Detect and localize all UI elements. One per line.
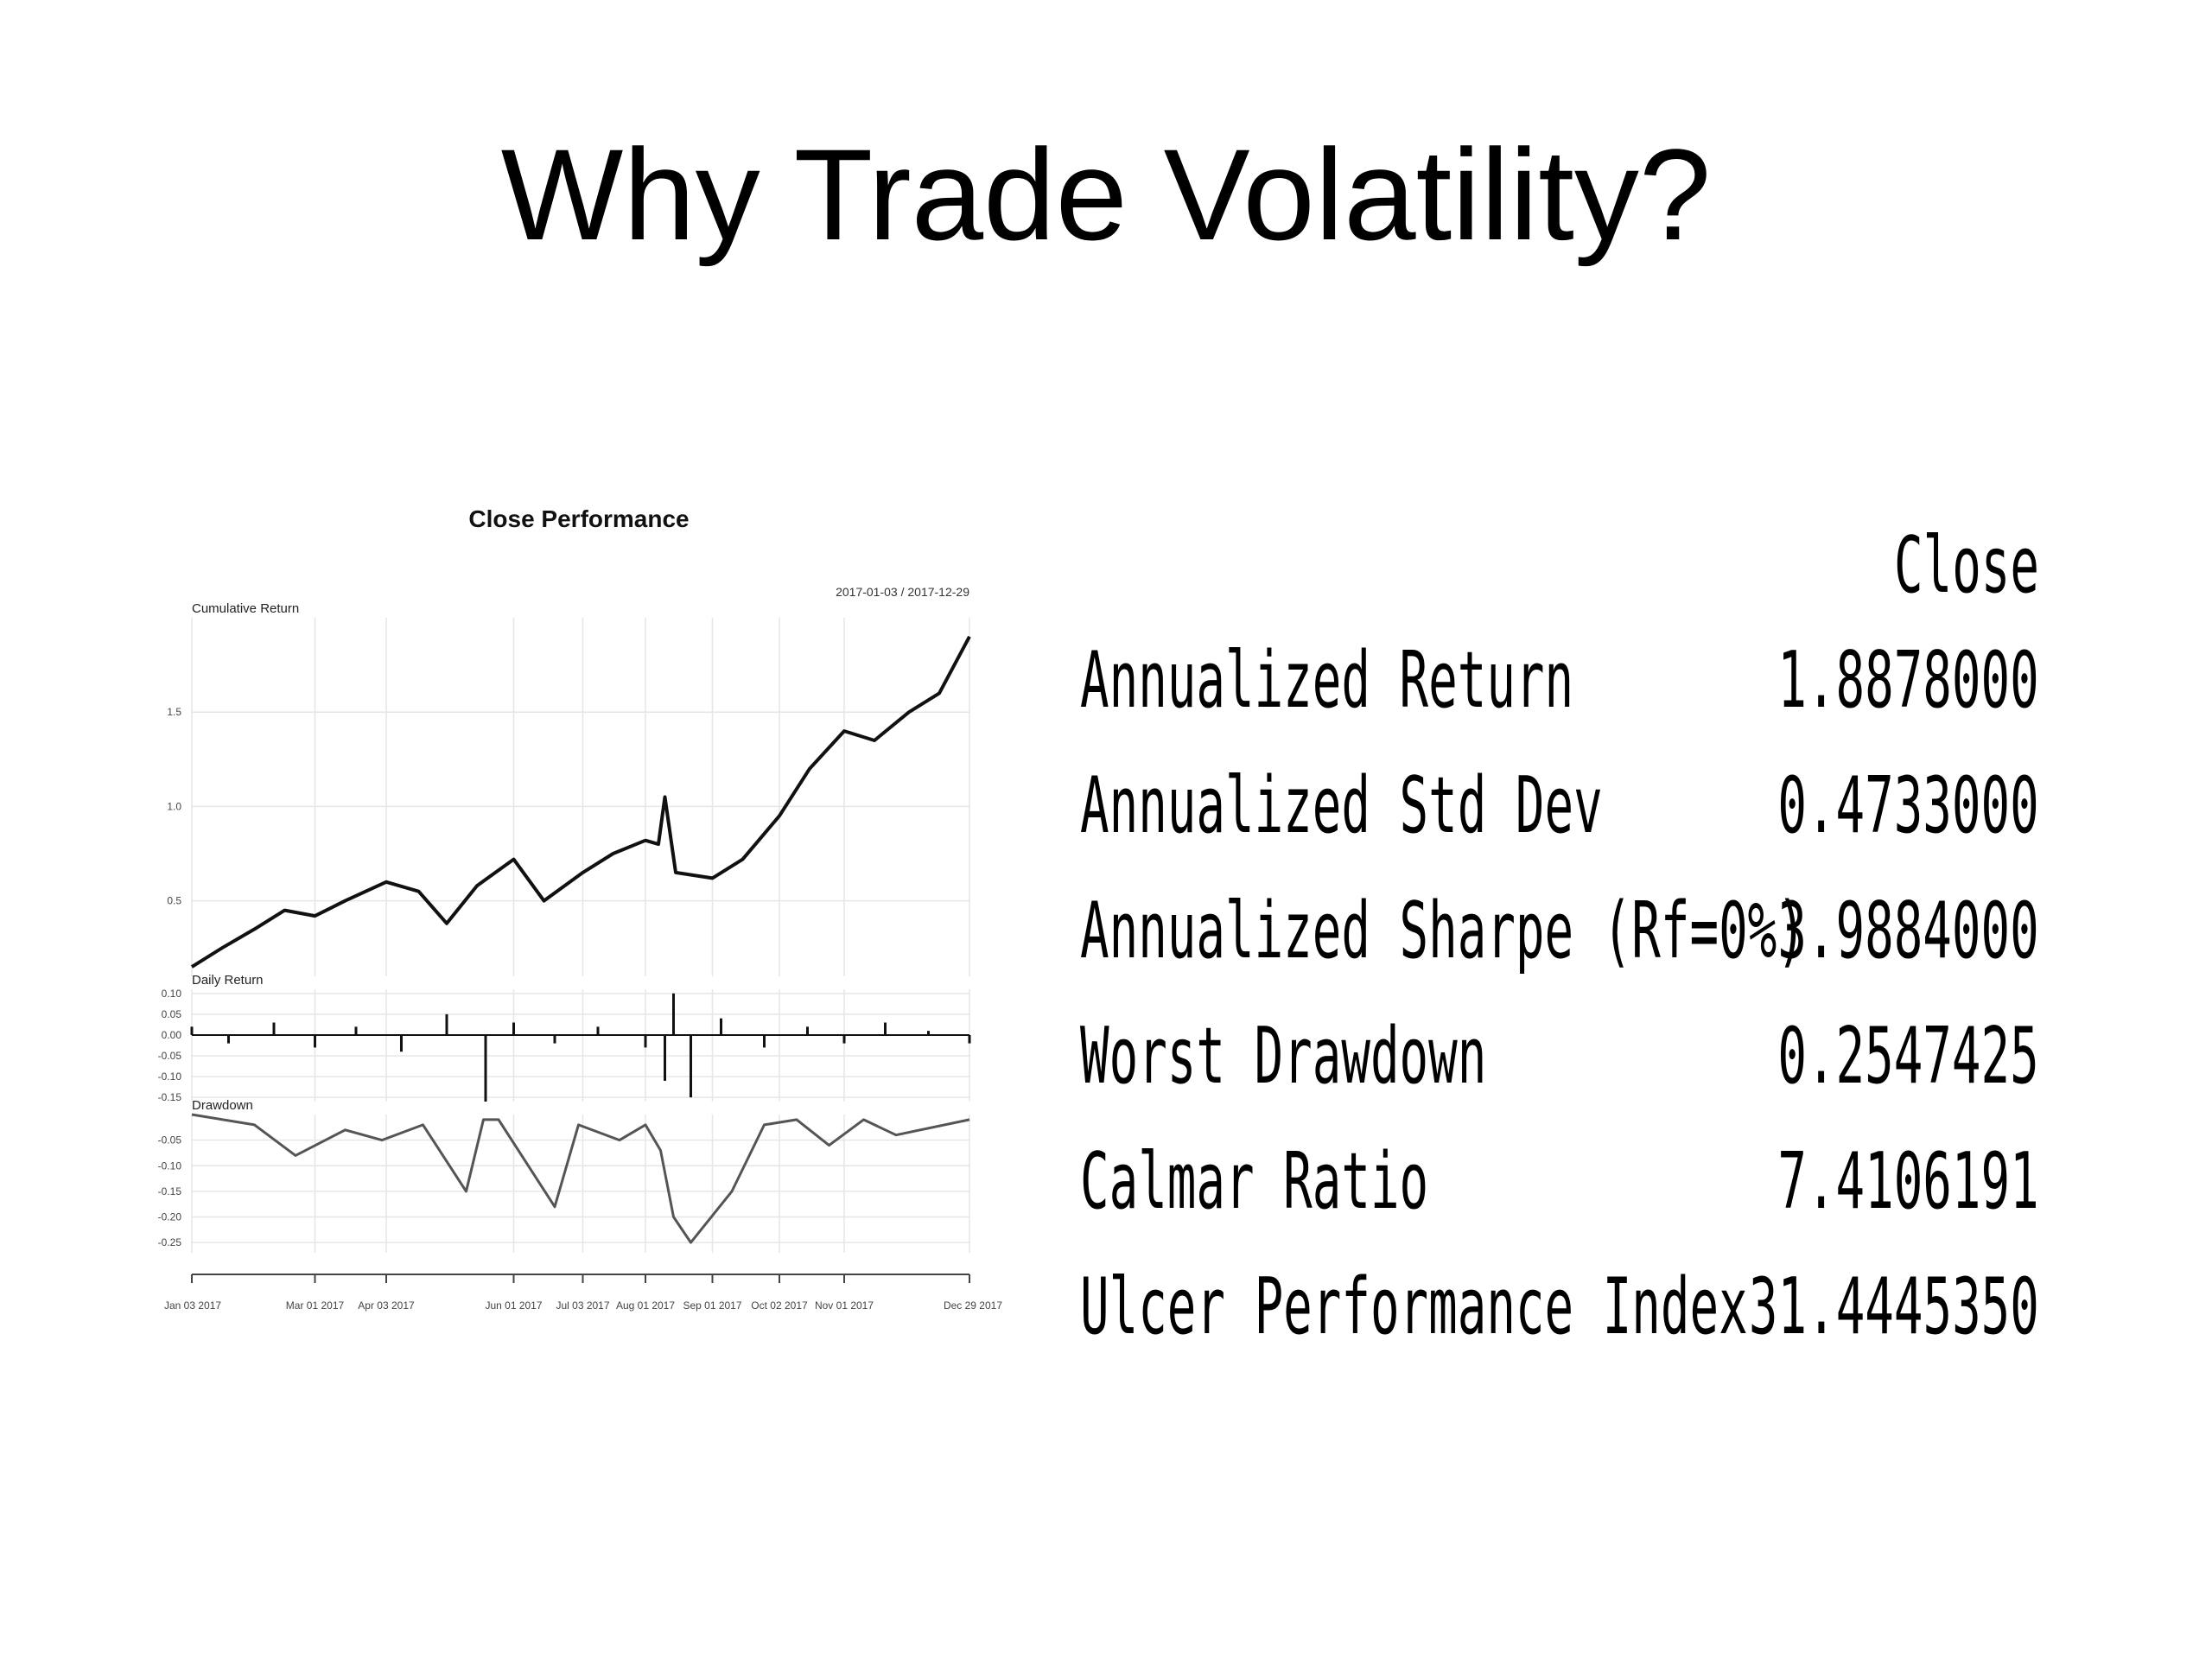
daily-return-y-tick-label: 0.05 bbox=[162, 1008, 182, 1020]
cumulative-return-y-tick-label: 1.5 bbox=[167, 706, 181, 718]
stats-label: Worst Drawdown bbox=[1080, 1011, 1487, 1102]
cumulative-return-line bbox=[190, 635, 971, 969]
stats-label: Annualized Std Dev bbox=[1080, 760, 1603, 851]
daily-return-y-tick-label: 0.00 bbox=[162, 1029, 182, 1041]
stats-value: 31.4445350 bbox=[1749, 1261, 2039, 1352]
daily-return-y-tick-label: -0.10 bbox=[158, 1070, 182, 1083]
stats-value: 7.4106191 bbox=[1777, 1136, 2039, 1227]
stats-column-header: Close bbox=[1894, 520, 2039, 611]
drawdown-y-tick-label: -0.10 bbox=[158, 1159, 182, 1172]
stats-label: Ulcer Performance Index bbox=[1080, 1261, 1748, 1352]
performance-chart: Close Performance 2017-01-03 / 2017-12-29… bbox=[158, 505, 1003, 1312]
daily-return-y-tick-label: -0.15 bbox=[158, 1091, 182, 1103]
stats-row: Annualized Sharpe (Rf=0%) 3.9884000 bbox=[1080, 868, 2039, 994]
x-tick-label: Aug 01 2017 bbox=[616, 1299, 675, 1312]
stats-row: Annualized Std Dev 0.4733000 bbox=[1080, 743, 2039, 868]
stats-value: 0.2547425 bbox=[1777, 1011, 2039, 1102]
stats-row: Annualized Return 1.8878000 bbox=[1080, 618, 2039, 743]
stats-row: Worst Drawdown 0.2547425 bbox=[1080, 994, 2039, 1119]
drawdown-y-tick-label: -0.05 bbox=[158, 1134, 182, 1147]
stats-label: Calmar Ratio bbox=[1080, 1136, 1429, 1227]
daily-return-label: Daily Return bbox=[192, 973, 264, 988]
chart-date-range: 2017-01-03 / 2017-12-29 bbox=[836, 585, 969, 599]
drawdown-y-tick-label: -0.20 bbox=[158, 1211, 182, 1223]
x-tick-label: Dec 29 2017 bbox=[944, 1299, 1002, 1312]
drawdown-y-tick-label: -0.15 bbox=[158, 1185, 182, 1197]
stats-row: Ulcer Performance Index 31.4445350 bbox=[1080, 1244, 2039, 1369]
stats-value: 3.9884000 bbox=[1777, 886, 2039, 976]
cumulative-return-label: Cumulative Return bbox=[192, 601, 299, 616]
stats-label: Annualized Return bbox=[1080, 635, 1574, 726]
stats-value: 1.8878000 bbox=[1777, 635, 2039, 726]
chart-title: Close Performance bbox=[468, 505, 689, 532]
daily-return-y-tick-label: 0.10 bbox=[162, 988, 182, 1000]
drawdown-line bbox=[191, 1113, 970, 1244]
stats-value: 0.4733000 bbox=[1777, 760, 2039, 851]
slide-title: Why Trade Volatility? bbox=[500, 122, 1712, 267]
x-tick-label: Oct 02 2017 bbox=[751, 1299, 808, 1312]
x-tick-label: Nov 01 2017 bbox=[815, 1299, 874, 1312]
daily-return-y-tick-label: -0.05 bbox=[158, 1050, 182, 1062]
stats-row: Calmar Ratio 7.4106191 bbox=[1080, 1119, 2039, 1244]
drawdown-y-tick-label: -0.25 bbox=[158, 1236, 182, 1248]
cumulative-return-y-tick-label: 0.5 bbox=[167, 895, 181, 907]
x-tick-label: Mar 01 2017 bbox=[286, 1299, 345, 1312]
x-tick-label: Apr 03 2017 bbox=[358, 1299, 415, 1312]
drawdown-label: Drawdown bbox=[192, 1098, 253, 1113]
x-tick-label: Sep 01 2017 bbox=[683, 1299, 741, 1312]
cumulative-return-y-tick-label: 1.0 bbox=[167, 800, 181, 812]
x-tick-label: Jul 03 2017 bbox=[556, 1299, 609, 1312]
stats-table: Close Annualized Return 1.8878000 Annual… bbox=[1080, 514, 2039, 1369]
x-tick-label: Jan 03 2017 bbox=[164, 1299, 221, 1312]
x-tick-label: Jun 01 2017 bbox=[485, 1299, 542, 1312]
stats-label: Annualized Sharpe (Rf=0%) bbox=[1080, 886, 1806, 976]
